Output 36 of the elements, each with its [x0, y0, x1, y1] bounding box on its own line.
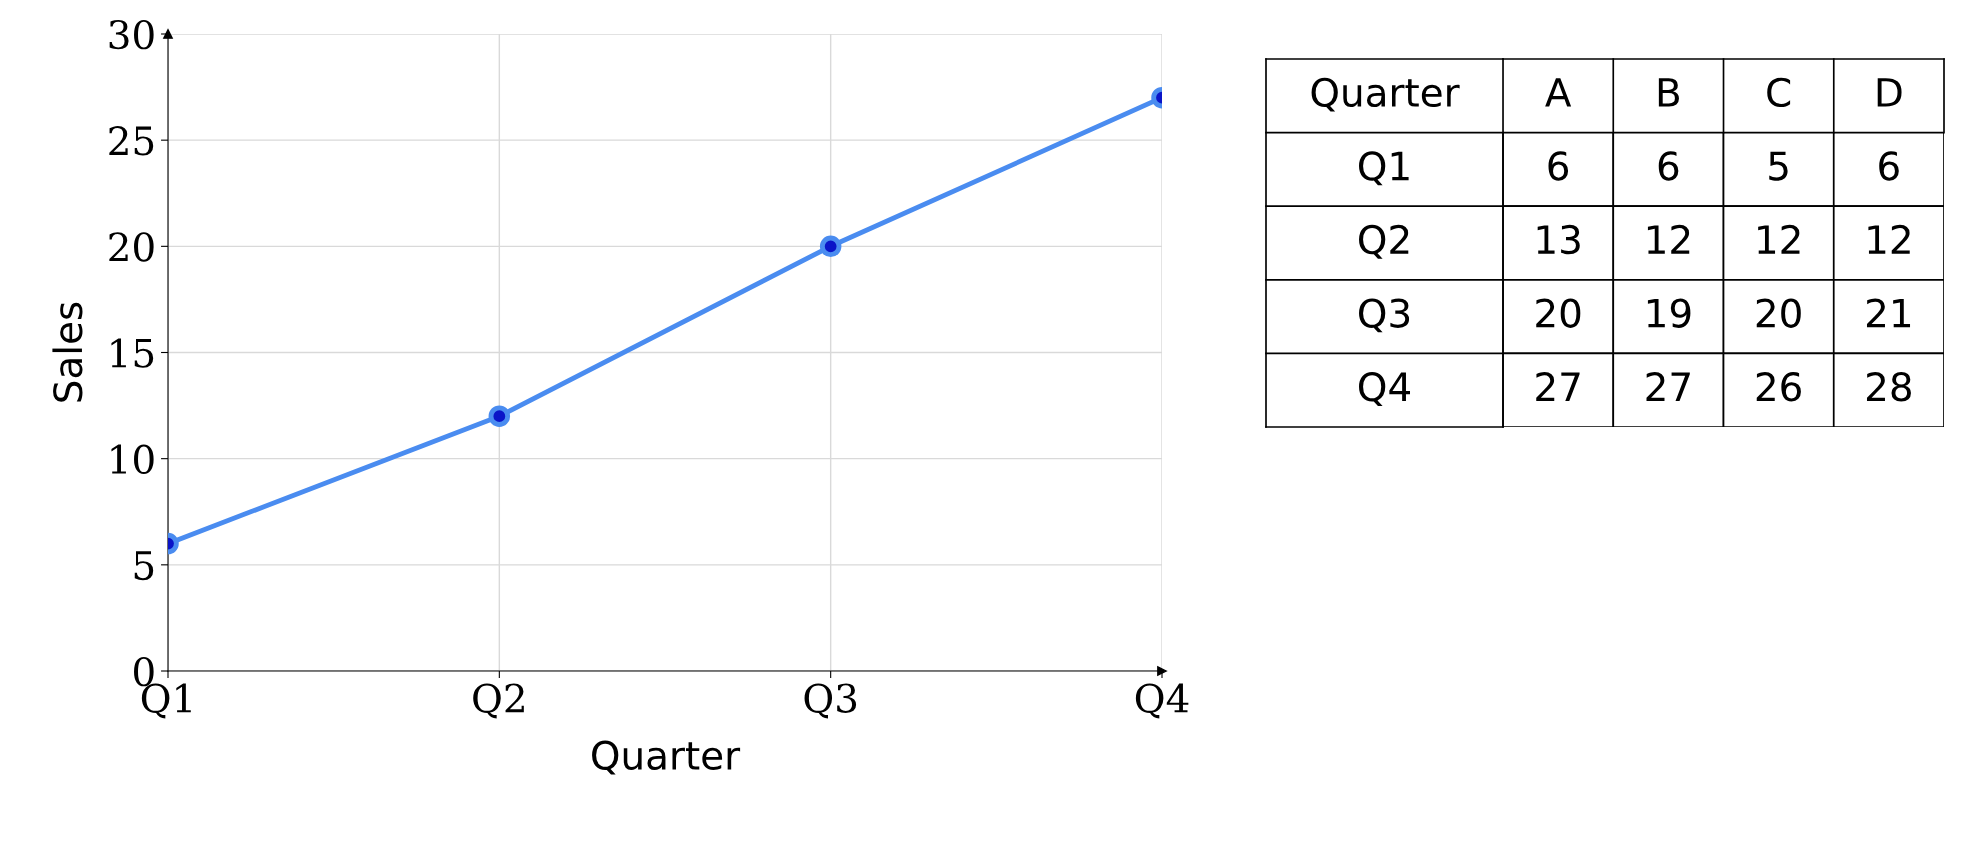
data-label: 5	[1769, 151, 1788, 181]
x-tick-label: D	[1877, 78, 1902, 107]
y-tick-label: 15	[111, 338, 154, 368]
x-tick-label: Q3	[804, 683, 857, 719]
data-label: 12	[1868, 224, 1910, 254]
y-tick-label: 10	[111, 444, 154, 474]
x-tick-label: A	[1545, 78, 1572, 107]
y-axis-title: Quarter	[1311, 77, 1460, 112]
x-tick-label: C	[1767, 77, 1791, 108]
data-label: 21	[1866, 298, 1911, 328]
data-label: 6	[1548, 151, 1569, 181]
data-label: 12	[1758, 224, 1800, 254]
x-tick-label: Q4	[1135, 683, 1189, 719]
data-label: 20	[1536, 298, 1581, 328]
data-label: 27	[1536, 372, 1580, 401]
data-label: 27	[1646, 372, 1690, 401]
data-label: 6	[1879, 151, 1899, 181]
y-tick-label: 20	[109, 232, 154, 262]
y-tick-label: Q1	[1359, 151, 1409, 186]
x-axis-title: Quarter	[592, 740, 741, 775]
y-tick-label: 30	[109, 19, 154, 50]
y-tick-label: 5	[134, 551, 154, 581]
data-label: 20	[1756, 298, 1801, 328]
y-tick-label: Q4	[1359, 372, 1411, 406]
data-label: 13	[1537, 224, 1580, 255]
y-tick-label: Q3	[1359, 298, 1410, 333]
x-tick-label: Q2	[473, 683, 524, 719]
data-label: 26	[1756, 372, 1801, 402]
data-label: 28	[1866, 372, 1911, 402]
y-axis-title: Sales	[52, 302, 83, 402]
data-label: 6	[1658, 151, 1679, 181]
data-label: 19	[1647, 298, 1691, 328]
data-label: 12	[1647, 224, 1690, 254]
x-tick-label: B	[1658, 78, 1679, 107]
y-tick-label: Q2	[1359, 224, 1409, 259]
y-tick-label: 25	[109, 126, 154, 156]
